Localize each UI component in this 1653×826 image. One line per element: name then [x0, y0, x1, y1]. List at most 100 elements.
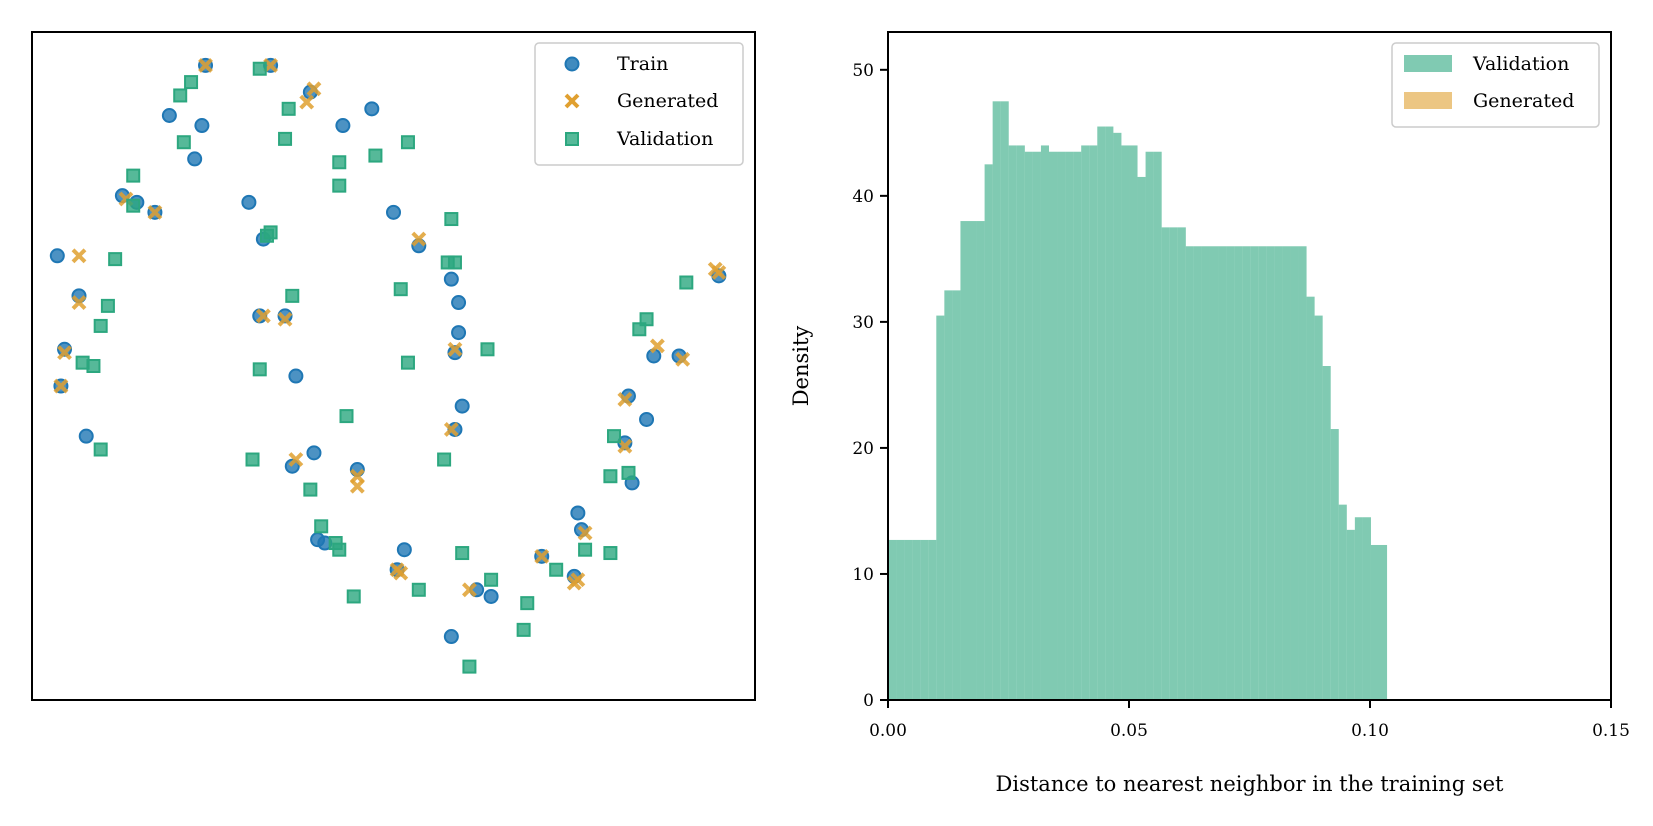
validation-bar-25	[1089, 145, 1098, 700]
train-point-36	[570, 505, 586, 521]
validation-bar-3	[912, 539, 921, 700]
validation-point-22	[480, 342, 495, 357]
scatter-marks	[49, 57, 727, 674]
validation-point-38	[411, 582, 426, 597]
validation-bar-53	[1314, 315, 1323, 700]
validation-point-17	[447, 255, 462, 270]
validation-bar-60	[1370, 544, 1380, 700]
validation-bar-41	[1218, 246, 1227, 700]
validation-point-9	[332, 178, 347, 193]
train-point-17	[252, 308, 268, 324]
generated-point-24	[462, 582, 477, 598]
y-tick-label-0: 0	[863, 691, 874, 711]
validation-point-44	[549, 562, 564, 577]
validation-bar-54	[1322, 366, 1331, 700]
validation-bar-40	[1209, 246, 1219, 700]
validation-point-43	[462, 659, 477, 674]
train-point-20	[451, 295, 467, 311]
validation-point-37	[346, 589, 361, 604]
validation-bar-23	[1073, 151, 1082, 701]
validation-bar-52	[1306, 296, 1315, 700]
validation-point-30	[437, 452, 452, 467]
validation-bar-2	[904, 539, 913, 700]
histogram-panel: 0.00 0.05 0.10 0.15 0 10 20 30 40 50 Distance to …	[789, 31, 1630, 796]
validation-point-3	[281, 101, 296, 116]
y-tick-label-1: 10	[852, 565, 874, 585]
validation-point-8	[400, 135, 415, 150]
train-point-3	[335, 118, 351, 134]
legend-hist-validation-swatch	[1404, 55, 1452, 72]
validation-bar-7	[944, 290, 953, 700]
generated-point-12	[57, 345, 72, 361]
histogram-y-axis-label: Density	[789, 326, 813, 407]
validation-point-18	[393, 282, 408, 297]
validation-point-31	[303, 482, 318, 497]
validation-point-15	[108, 252, 123, 267]
validation-point-34	[314, 519, 329, 534]
validation-bar-15	[1008, 145, 1017, 700]
train-point-7	[187, 151, 203, 167]
generated-point-2	[306, 81, 322, 97]
validation-point-32	[603, 469, 618, 484]
generated-point-19	[349, 478, 365, 494]
generated-point-9	[255, 308, 271, 324]
validation-point-6	[332, 155, 347, 170]
validation-point-45	[578, 542, 593, 557]
train-point-21	[57, 341, 73, 357]
train-point-5	[194, 118, 210, 134]
generated-point-10	[277, 311, 293, 327]
validation-bar-44	[1242, 246, 1251, 700]
generated-point-5	[147, 204, 163, 220]
generated-point-26	[566, 575, 582, 591]
validation-point-27	[339, 409, 354, 424]
validation-bar-16	[1016, 145, 1025, 700]
validation-bar-29	[1121, 145, 1130, 700]
validation-point-14	[259, 228, 274, 243]
generated-point-15	[443, 422, 459, 437]
validation-bar-61	[1379, 544, 1388, 700]
validation-point-47	[607, 429, 622, 444]
validation-bar-42	[1226, 246, 1235, 700]
generated-point-11	[447, 341, 463, 357]
validation-point-0	[252, 61, 267, 76]
y-tick-label-2: 20	[852, 439, 874, 459]
train-point-4	[364, 101, 380, 117]
validation-point-2	[173, 88, 188, 103]
validation-bar-47	[1266, 246, 1275, 700]
generated-point-0	[198, 57, 213, 73]
generated-point-6	[411, 231, 427, 247]
validation-bar-12	[984, 164, 993, 701]
validation-point-36	[332, 542, 347, 557]
validation-bar-28	[1113, 132, 1122, 700]
validation-bar-36	[1177, 227, 1186, 700]
validation-bar-27	[1105, 126, 1114, 700]
validation-bar-50	[1290, 246, 1299, 700]
x-tick-label-3: 0.15	[1592, 721, 1630, 741]
validation-bar-48	[1274, 246, 1283, 700]
generated-point-27	[649, 338, 665, 354]
validation-bar-38	[1193, 246, 1202, 700]
generated-point-30	[707, 261, 723, 277]
validation-point-29	[245, 452, 260, 467]
validation-point-33	[621, 465, 636, 480]
validation-point-5	[278, 131, 293, 146]
train-point-6	[161, 108, 177, 123]
x-tick-label-0: 0.00	[869, 721, 907, 741]
validation-bar-31	[1137, 176, 1146, 701]
validation-bar-13	[992, 101, 1001, 701]
histogram-x-axis-label: Distance to nearest neighbor in the trai…	[996, 772, 1504, 796]
scatter-panel: Train Generated Validation	[31, 31, 756, 701]
train-point-11	[241, 194, 257, 210]
validation-bar-37	[1185, 246, 1194, 700]
validation-bar-55	[1330, 429, 1339, 700]
validation-bar-5	[928, 539, 937, 700]
validation-bar-43	[1234, 246, 1243, 700]
histogram-legend: Validation Generated	[1391, 42, 1600, 128]
generated-point-7	[71, 248, 87, 264]
validation-point-1	[184, 75, 199, 90]
legend-validation-label: Validation	[616, 128, 713, 150]
validation-bar-30	[1129, 145, 1138, 700]
generated-point-28	[675, 351, 691, 367]
train-point-46	[443, 629, 459, 645]
validation-bar-58	[1354, 517, 1363, 700]
